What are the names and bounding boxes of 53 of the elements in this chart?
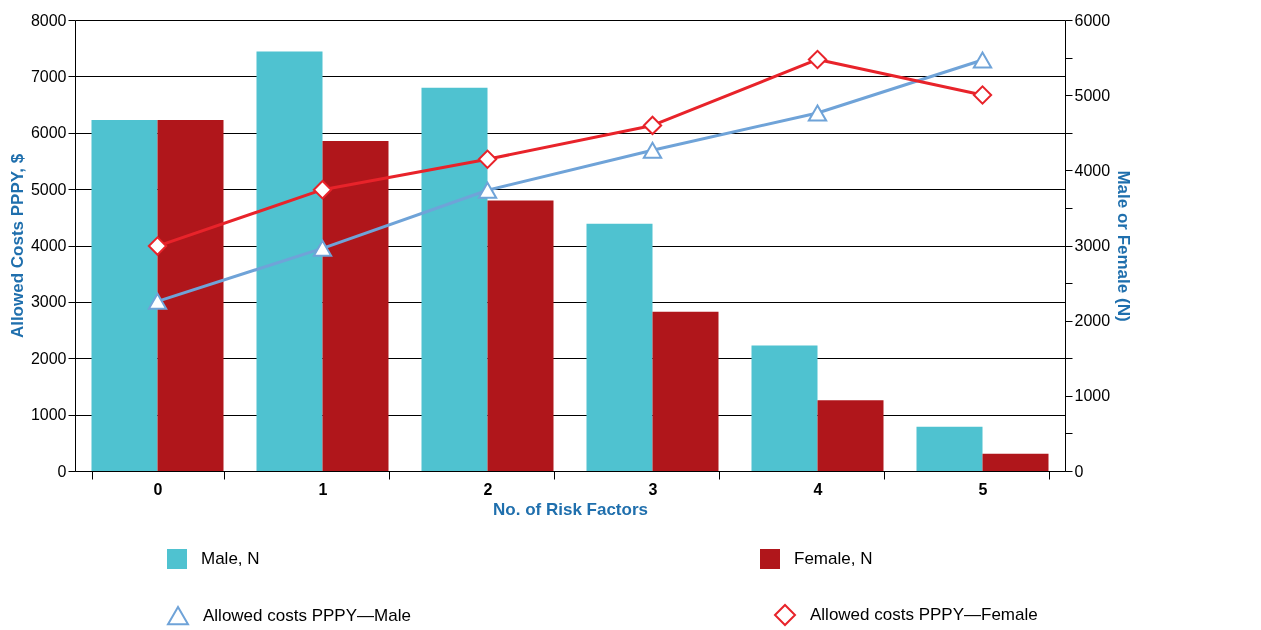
y-axis-title: Allowed Costs PPPY, $ <box>7 153 27 339</box>
bar <box>751 345 818 471</box>
y2-tick-label: 1000 <box>1074 387 1111 405</box>
bar <box>652 311 719 471</box>
y2-tick-label: 3000 <box>1074 237 1111 254</box>
y2-tick-label: 6000 <box>1074 11 1111 29</box>
point <box>642 141 663 159</box>
y-tick-label: 7000 <box>30 67 67 85</box>
bar <box>256 51 323 471</box>
bar <box>916 426 983 471</box>
point <box>312 180 333 200</box>
bar <box>817 400 884 471</box>
y2-tick-label: 0 <box>1074 462 1084 480</box>
y2-tick-label: 4000 <box>1074 161 1111 179</box>
x-tick-label: 5 <box>978 480 988 498</box>
y-tick-label: 1000 <box>30 406 67 424</box>
x-tick-label: 1 <box>318 480 328 498</box>
point <box>477 181 498 199</box>
bar <box>157 119 224 471</box>
bar <box>421 87 488 471</box>
point <box>972 51 993 69</box>
point <box>477 149 498 169</box>
y-tick-label: 4000 <box>30 237 67 254</box>
bar <box>487 200 554 471</box>
point <box>147 292 168 310</box>
y-tick-label: 8000 <box>30 11 67 29</box>
y-tick-label: 6000 <box>30 124 67 142</box>
y-tick-label: 0 <box>57 462 67 480</box>
bar <box>982 453 1049 471</box>
bar <box>322 141 389 471</box>
legend-label: Allowed costs PPPY—Female <box>810 605 1038 624</box>
point <box>807 49 828 70</box>
point <box>807 104 828 122</box>
y2-axis-title: Male or Female (N) <box>1114 170 1134 322</box>
y-tick-label: 2000 <box>30 349 67 367</box>
y-tick-label: 3000 <box>30 293 67 311</box>
y2-tick-label: 5000 <box>1074 86 1111 104</box>
x-tick-label: 3 <box>648 480 658 498</box>
x-tick-label: 2 <box>483 480 493 498</box>
legend-label: Male, N <box>201 549 260 568</box>
x-tick-label: 4 <box>813 480 823 498</box>
legend-label: Female, N <box>794 549 873 568</box>
y2-tick-label: 2000 <box>1074 312 1111 330</box>
bar <box>586 223 653 471</box>
point <box>312 239 333 257</box>
point <box>642 115 663 136</box>
y-tick-label: 5000 <box>30 180 67 198</box>
x-tick-label: 0 <box>153 480 163 498</box>
point <box>972 85 993 105</box>
bar <box>91 119 158 471</box>
x-axis-title: No. of Risk Factors <box>493 499 648 519</box>
point <box>147 236 168 256</box>
legend-label: Allowed costs PPPY—Male <box>203 605 411 625</box>
